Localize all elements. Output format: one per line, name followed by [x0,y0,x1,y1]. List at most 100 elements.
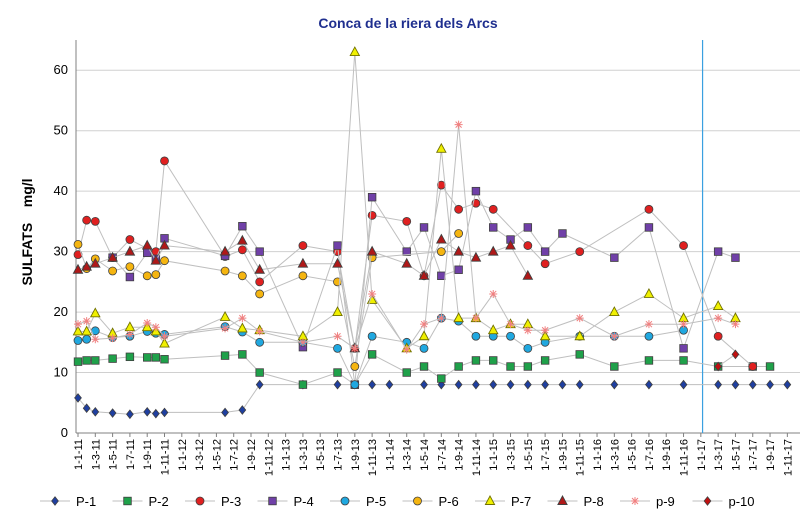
data-point [141,239,153,250]
legend-marker [703,496,712,506]
x-tick-label: 1-1-12 [177,439,189,471]
chart-title: Conca de la riera dels Arcs [318,15,497,31]
x-tick-label: 1-7-12 [229,439,241,471]
series-p-9 [74,120,740,354]
y-axis-label: SULFATS mg/l [19,178,35,285]
data-point [454,229,464,238]
data-point [454,379,463,390]
data-point [349,46,361,57]
legend-marker [195,496,205,506]
series-p-1 [74,379,792,420]
data-point [712,300,724,310]
x-tick-label: 1-1-17 [696,439,708,471]
data-point [255,337,265,347]
y-tick-label: 40 [54,183,68,198]
x-tick-label: 1-5-17 [730,439,742,471]
x-tick-label: 1-5-14 [419,439,431,471]
x-tick-label: 1-7-15 [540,439,552,471]
data-point [385,379,394,390]
y-axis-ticks: 0 10 20 30 40 50 60 [54,62,68,440]
x-tick-label: 1-5-12 [211,439,223,471]
data-point [454,362,463,371]
data-point [453,245,464,256]
x-tick-label: 1-7-17 [748,439,760,471]
legend-item: P-5 [330,494,386,509]
data-point [237,322,248,333]
legend-item: P-1 [40,494,96,509]
data-point [82,356,91,365]
x-tick-label: 1-1-15 [488,439,500,471]
data-point [420,320,429,329]
data-point [219,245,231,256]
data-point [644,331,654,341]
data-point [418,330,430,341]
x-tick-label: 1-1-14 [384,439,396,471]
data-point [643,287,655,298]
data-point [558,379,567,390]
data-point [471,331,481,341]
data-point [610,253,619,262]
data-point [72,325,84,336]
data-point [506,379,515,390]
x-tick-label: 1-3-11 [90,439,102,470]
data-point [238,222,247,231]
x-tick-label: 1-3-12 [194,439,206,471]
x-tick-label: 1-3-13 [298,439,310,471]
data-point [124,321,136,332]
legend-marker [631,497,639,505]
series-p-10 [714,349,740,372]
data-point [74,393,82,403]
data-point [506,331,515,341]
data-point [487,245,499,256]
data-point [610,362,619,371]
data-point [221,324,230,333]
data-point [489,356,498,365]
x-tick-label: 1-7-11 [125,439,137,470]
data-point [472,379,480,390]
data-point [488,204,498,214]
data-point [506,320,515,329]
x-tick-label: 1-11-11 [160,439,172,475]
legend-item: P-8 [547,494,604,509]
data-point [471,356,481,365]
data-point [714,361,723,372]
data-point [437,271,446,280]
data-point [367,331,377,341]
legend-item: P-3 [185,494,241,509]
data-point [487,324,499,335]
data-point [610,379,619,390]
data-point [453,312,464,323]
x-tick-label: 1-11-15 [575,439,587,476]
data-point [367,210,377,220]
data-point [350,344,359,353]
data-point [679,344,688,353]
x-tick-label: 1-7-16 [644,439,656,471]
x-tick-label: 1-11-14 [471,439,483,476]
data-point [437,374,446,383]
legend-label: p-9 [656,494,675,509]
data-point [73,239,83,249]
data-point [333,368,342,377]
data-point [608,306,620,317]
data-point [255,289,265,299]
data-point [255,368,264,377]
x-tick-label: 1-1-13 [281,439,293,471]
x-tick-label: 1-9-16 [661,439,673,471]
x-tick-label: 1-7-14 [436,439,448,471]
data-point [333,343,342,353]
x-tick-label: 1-5-11 [108,439,120,470]
legend-label: P-8 [584,494,604,509]
data-point [126,409,134,420]
data-point [255,327,264,336]
data-point [575,379,584,390]
data-point [523,343,533,353]
data-point [766,379,774,390]
data-point [714,314,723,323]
series-line [717,353,736,367]
data-point [143,353,152,362]
data-point [435,233,447,244]
data-point [350,380,360,390]
y-tick-label: 30 [54,244,68,259]
x-tick-label: 1-5-15 [523,439,535,471]
